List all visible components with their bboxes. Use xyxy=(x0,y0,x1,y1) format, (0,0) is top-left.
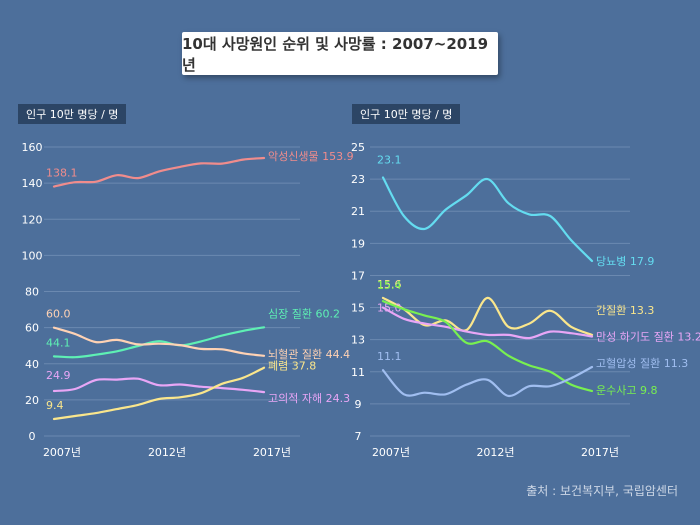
series-line xyxy=(52,326,266,357)
series-end-label: 고의적 자해 24.3 xyxy=(268,391,350,405)
series-line xyxy=(381,365,594,398)
series-start-label: 138.1 xyxy=(46,167,78,180)
chart-title: 10대 사망원인 순위 및 사망률 : 2007~2019년 xyxy=(182,34,489,74)
series-end-label: 운수사고 9.8 xyxy=(596,384,657,397)
x-tick-label: 2012년 xyxy=(476,446,514,459)
y-tick-label: 21 xyxy=(351,205,365,218)
series-line xyxy=(381,306,594,340)
x-tick-label: 2017년 xyxy=(581,446,619,459)
series-start-label: 15.6 xyxy=(377,278,402,291)
y-tick-label: 23 xyxy=(351,173,365,186)
y-tick-label: 0 xyxy=(29,430,36,443)
series-line xyxy=(381,176,594,263)
y-tick-label: 9 xyxy=(355,398,362,411)
series-end-label: 당뇨병 17.9 xyxy=(596,255,654,268)
y-tick-label: 160 xyxy=(22,141,43,154)
series-end-label: 심장 질환 60.2 xyxy=(268,307,340,320)
series-line xyxy=(52,156,266,188)
y-tick-label: 17 xyxy=(351,269,365,282)
y-tick-label: 11 xyxy=(351,366,365,379)
x-tick-label: 2012년 xyxy=(148,446,186,459)
y-tick-label: 120 xyxy=(22,213,43,226)
y-tick-label: 140 xyxy=(22,177,43,190)
y-tick-label: 13 xyxy=(351,334,365,347)
y-tick-label: 60 xyxy=(25,322,39,335)
series-start-label: 9.4 xyxy=(46,399,64,412)
series-line xyxy=(52,366,266,421)
series-end-label: 간질환 13.3 xyxy=(596,304,654,317)
series-line xyxy=(381,300,594,393)
x-tick-label: 2017년 xyxy=(253,446,291,459)
y-tick-label: 20 xyxy=(25,394,39,407)
y-tick-label: 25 xyxy=(351,141,365,154)
y-tick-label: 15 xyxy=(351,302,365,315)
x-tick-label: 2007년 xyxy=(372,446,410,459)
source-note: 출처 : 보건복지부, 국립암센터 xyxy=(526,484,678,498)
series-start-label: 24.9 xyxy=(46,369,71,382)
series-start-label: 15.4 xyxy=(377,279,402,292)
x-tick-label: 2007년 xyxy=(43,446,81,459)
y-tick-label: 80 xyxy=(25,286,39,299)
series-line xyxy=(381,296,594,336)
series-start-label: 11.1 xyxy=(377,350,402,363)
y-tick-label: 40 xyxy=(25,358,39,371)
y-tick-label: 7 xyxy=(355,430,362,443)
y-tick-label: 100 xyxy=(22,249,43,262)
series-end-label: 악성신생물 153.9 xyxy=(268,150,354,163)
series-line xyxy=(52,377,266,394)
series-end-label: 뇌혈관 질환 44.4 xyxy=(268,347,350,361)
series-start-label: 60.0 xyxy=(46,308,71,321)
left-unit-label: 인구 10만 명당 / 명 xyxy=(18,104,127,124)
chart-title-box: 10대 사망원인 순위 및 사망률 : 2007~2019년 xyxy=(182,32,498,75)
series-end-label: 고혈압성 질환 11.3 xyxy=(596,356,688,370)
series-line xyxy=(52,326,266,359)
series-end-label: 폐렴 37.8 xyxy=(268,360,316,373)
series-start-label: 44.1 xyxy=(46,336,71,349)
series-end-label: 만성 하기도 질환 13.2 xyxy=(596,329,700,343)
right-unit-label: 인구 10만 명당 / 명 xyxy=(352,104,461,124)
y-tick-label: 19 xyxy=(351,237,365,250)
series-start-label: 15.0 xyxy=(377,302,402,315)
series-start-label: 23.1 xyxy=(377,154,402,167)
